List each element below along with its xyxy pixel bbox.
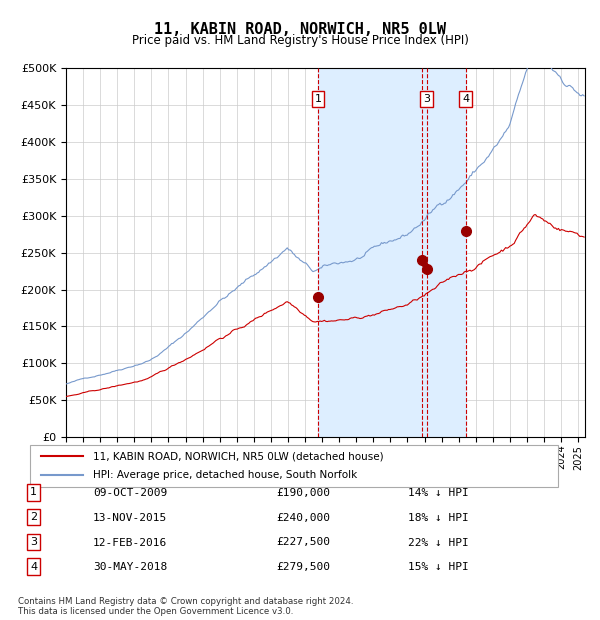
FancyBboxPatch shape xyxy=(30,445,558,487)
Text: Contains HM Land Registry data © Crown copyright and database right 2024.: Contains HM Land Registry data © Crown c… xyxy=(18,597,353,606)
Text: 12-FEB-2016: 12-FEB-2016 xyxy=(93,538,167,547)
Text: 2: 2 xyxy=(30,512,37,522)
Text: 11, KABIN ROAD, NORWICH, NR5 0LW: 11, KABIN ROAD, NORWICH, NR5 0LW xyxy=(154,22,446,37)
Text: 09-OCT-2009: 09-OCT-2009 xyxy=(93,488,167,498)
Text: 11, KABIN ROAD, NORWICH, NR5 0LW (detached house): 11, KABIN ROAD, NORWICH, NR5 0LW (detach… xyxy=(94,451,384,461)
Text: 18% ↓ HPI: 18% ↓ HPI xyxy=(408,513,469,523)
Text: 1: 1 xyxy=(30,487,37,497)
Text: 15% ↓ HPI: 15% ↓ HPI xyxy=(408,562,469,572)
Text: 4: 4 xyxy=(30,562,37,572)
Text: HPI: Average price, detached house, South Norfolk: HPI: Average price, detached house, Sout… xyxy=(94,470,358,480)
Text: 14% ↓ HPI: 14% ↓ HPI xyxy=(408,488,469,498)
Text: 22% ↓ HPI: 22% ↓ HPI xyxy=(408,538,469,547)
Text: This data is licensed under the Open Government Licence v3.0.: This data is licensed under the Open Gov… xyxy=(18,606,293,616)
Text: 4: 4 xyxy=(462,94,469,104)
Text: 3: 3 xyxy=(30,537,37,547)
Text: 3: 3 xyxy=(423,94,430,104)
Text: 1: 1 xyxy=(314,94,322,104)
Text: £279,500: £279,500 xyxy=(276,562,330,572)
Bar xyxy=(318,68,466,437)
Text: 13-NOV-2015: 13-NOV-2015 xyxy=(93,513,167,523)
Text: Price paid vs. HM Land Registry's House Price Index (HPI): Price paid vs. HM Land Registry's House … xyxy=(131,34,469,47)
Text: 30-MAY-2018: 30-MAY-2018 xyxy=(93,562,167,572)
Text: £240,000: £240,000 xyxy=(276,513,330,523)
Text: £227,500: £227,500 xyxy=(276,538,330,547)
Text: £190,000: £190,000 xyxy=(276,488,330,498)
